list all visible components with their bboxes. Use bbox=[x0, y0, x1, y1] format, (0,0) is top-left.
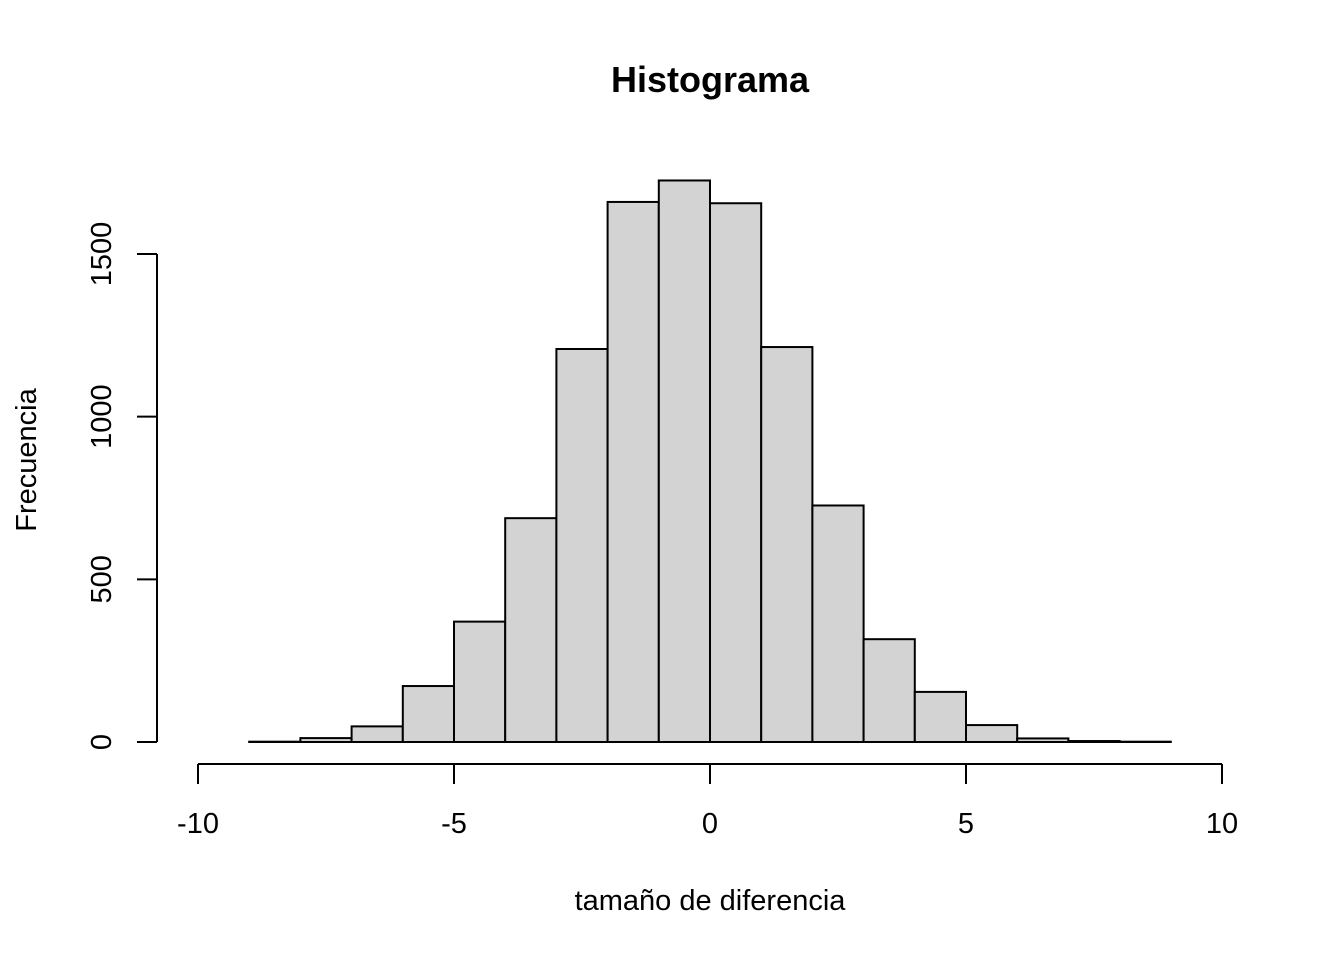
y-tick-label: 1000 bbox=[86, 384, 118, 449]
bars-group bbox=[248, 179, 1172, 744]
y-tick-label: 500 bbox=[86, 555, 118, 603]
x-axis-label: tamaño de diferencia bbox=[575, 885, 847, 917]
histogram-bar bbox=[401, 685, 455, 743]
chart-title: Histograma bbox=[611, 59, 810, 100]
x-tick-label: 0 bbox=[702, 808, 718, 840]
histogram-bar bbox=[811, 504, 865, 743]
histogram-bar bbox=[299, 737, 353, 744]
histogram-bar bbox=[913, 690, 967, 744]
y-axis-label: Frecuencia bbox=[11, 387, 43, 531]
y-axis: 0 500 1000 1500 bbox=[86, 222, 158, 750]
histogram-bar bbox=[1016, 737, 1070, 743]
y-tick-label: 0 bbox=[86, 734, 118, 750]
histogram-bar bbox=[657, 179, 711, 743]
histogram-bar bbox=[965, 724, 1019, 743]
histogram-bar bbox=[760, 346, 814, 743]
y-tick-label: 1500 bbox=[86, 222, 118, 287]
histogram-bar bbox=[862, 638, 916, 743]
x-tick-label: 5 bbox=[958, 808, 974, 840]
histogram-bar bbox=[453, 620, 507, 743]
histogram-bar bbox=[504, 517, 558, 743]
histogram-bar bbox=[606, 200, 660, 744]
x-tick-label: -10 bbox=[177, 808, 219, 840]
histogram-bar bbox=[555, 347, 609, 743]
histogram-bar bbox=[709, 202, 763, 744]
x-axis: -10 -5 0 5 10 bbox=[177, 763, 1238, 840]
x-tick-label: -5 bbox=[441, 808, 467, 840]
histogram-bar bbox=[350, 725, 404, 743]
histogram-bar bbox=[1067, 740, 1121, 743]
x-tick-label: 10 bbox=[1206, 808, 1238, 840]
